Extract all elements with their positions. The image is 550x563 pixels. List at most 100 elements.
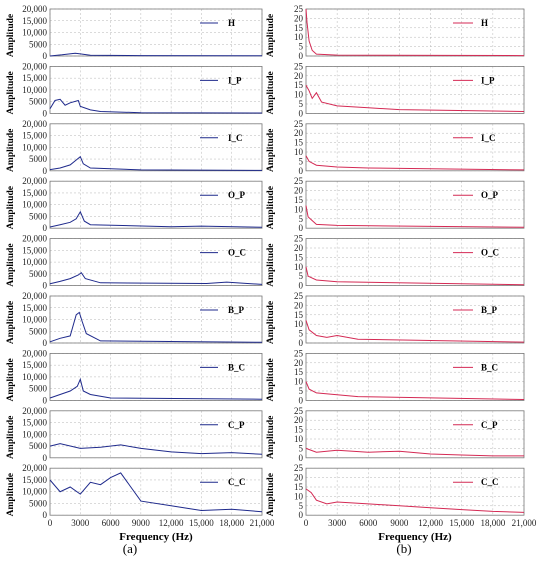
series-line-h [305, 8, 525, 57]
x-axis-label: Frequency (Hz) [378, 531, 452, 543]
y-tick-label: 15 [294, 138, 304, 148]
y-tick-label: 10 [294, 491, 304, 501]
series-line-i-p [305, 84, 525, 112]
y-tick-label: 25 [294, 119, 304, 129]
y-tick-label: 5 [299, 271, 304, 281]
y-tick-label: 15 [294, 23, 304, 33]
y-tick-label: 15,000 [22, 418, 47, 428]
plot-frame [49, 410, 263, 459]
y-axis-label: Amplitude [266, 473, 276, 516]
y-axis-label: Amplitude [6, 473, 16, 516]
series-line-o-c [49, 271, 263, 285]
y-tick-label: 0 [299, 166, 304, 176]
y-tick-label: 15,000 [22, 360, 47, 370]
legend-label: C_C [228, 477, 246, 487]
y-axis-label: Amplitude [266, 129, 276, 172]
legend-label: O_P [228, 190, 246, 200]
y-tick-label: 20 [294, 13, 304, 23]
x-tick-label: 12,000 [418, 518, 443, 528]
x-tick-label: 21,000 [250, 518, 275, 528]
y-axis-label: Amplitude [266, 71, 276, 114]
y-tick-label: 20 [294, 243, 304, 253]
plot-frame [49, 352, 263, 401]
legend-label: B_P [228, 305, 245, 315]
plot-frame [305, 66, 525, 114]
y-tick-label: 5000 [29, 97, 48, 107]
series-line-b-p [49, 311, 263, 343]
legend-label: I_P [481, 75, 495, 85]
y-axis-label: Amplitude [6, 358, 16, 401]
y-tick-label: 5 [299, 443, 304, 453]
y-tick-label: 15 [294, 482, 304, 492]
y-tick-label: 10,000 [22, 429, 47, 439]
y-tick-label: 0 [43, 51, 48, 61]
x-tick-label: 6000 [102, 518, 121, 528]
y-tick-label: 5000 [29, 154, 48, 164]
plot-frame [49, 467, 263, 516]
plot-frame [49, 238, 263, 287]
y-axis-label: Amplitude [6, 301, 16, 344]
legend-label: O_C [481, 248, 499, 258]
y-tick-label: 15,000 [22, 475, 47, 485]
y-tick-label: 0 [43, 338, 48, 348]
y-tick-label: 10,000 [22, 257, 47, 267]
series-line-c-p [305, 447, 524, 457]
y-tick-label: 10,000 [22, 28, 47, 38]
plot-frame [305, 295, 525, 344]
y-tick-label: 0 [43, 395, 48, 405]
y-tick-label: 25 [294, 291, 304, 301]
plot-frame [305, 180, 525, 229]
legend-label: C_P [481, 420, 498, 430]
x-tick-label: 12,000 [159, 518, 184, 528]
y-tick-label: 0 [43, 281, 48, 291]
x-tick-label: 3000 [71, 518, 90, 528]
y-tick-label: 15,000 [22, 245, 47, 255]
y-tick-label: 20,000 [22, 4, 47, 14]
y-tick-label: 0 [299, 338, 304, 348]
y-axis-label: Amplitude [6, 71, 16, 114]
y-tick-label: 10,000 [22, 200, 47, 210]
y-tick-label: 0 [299, 453, 304, 463]
series-line-b-c [49, 377, 263, 400]
y-tick-label: 15,000 [22, 303, 47, 313]
y-tick-label: 5000 [29, 326, 48, 336]
plot-frame [49, 66, 263, 114]
y-tick-label: 0 [299, 510, 304, 520]
y-tick-label: 25 [294, 234, 304, 244]
y-tick-label: 20,000 [22, 176, 47, 186]
legend-label: H [228, 18, 235, 28]
plot-frame [305, 8, 525, 57]
y-axis-label: Amplitude [266, 301, 276, 344]
y-tick-label: 25 [294, 463, 304, 473]
y-tick-label: 5000 [29, 269, 48, 279]
plot-frame [49, 295, 263, 344]
y-tick-label: 10 [294, 262, 304, 272]
x-tick-label: 18,000 [480, 518, 505, 528]
y-tick-label: 5 [299, 501, 304, 511]
y-tick-label: 0 [43, 223, 48, 233]
y-tick-label: 15 [294, 195, 304, 205]
y-tick-label: 10 [294, 32, 304, 42]
y-axis-label: Amplitude [6, 243, 16, 286]
x-tick-label: 18,000 [219, 518, 244, 528]
series-line-c-c [305, 488, 525, 513]
y-tick-label: 20,000 [22, 61, 47, 71]
series-line-o-p [49, 210, 263, 228]
y-axis-label: Amplitude [6, 129, 16, 172]
series-line-o-c [305, 266, 525, 286]
x-axis-label: Frequency (Hz) [119, 531, 193, 543]
y-tick-label: 20,000 [22, 234, 47, 244]
y-tick-label: 0 [43, 510, 48, 520]
legend-label: C_P [228, 420, 245, 430]
plot-frame [305, 467, 525, 516]
y-tick-label: 15 [294, 367, 304, 377]
x-tick-label: 9000 [132, 518, 151, 528]
legend-label: O_C [228, 248, 246, 258]
series-line-b-p [305, 320, 525, 343]
y-tick-label: 15 [294, 425, 304, 435]
legend-label: O_P [481, 190, 499, 200]
y-axis-label: Amplitude [266, 416, 276, 459]
y-tick-label: 25 [294, 176, 304, 186]
x-tick-label: 15,000 [449, 518, 474, 528]
